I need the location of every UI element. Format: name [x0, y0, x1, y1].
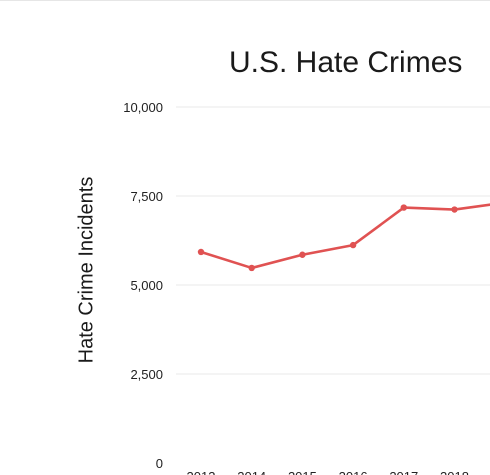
data-point — [349, 241, 357, 249]
data-point — [197, 248, 205, 256]
y-tick-label: 0 — [156, 456, 163, 471]
series-line — [199, 203, 490, 270]
y-tick-labels: 0 2,500 5,000 7,500 10,000 — [123, 100, 163, 471]
y-tick-label: 10,000 — [123, 100, 163, 115]
top-divider — [0, 0, 490, 1]
x-tick-label: 2015 — [288, 469, 317, 475]
y-tick-label: 7,500 — [130, 189, 163, 204]
x-tick-label: 2014 — [237, 469, 266, 475]
x-tick-label: 2018 — [440, 469, 469, 475]
y-tick-label: 2,500 — [130, 367, 163, 382]
x-tick-labels: 2013201420152016201720182019 — [187, 469, 469, 475]
data-point — [400, 204, 407, 211]
x-tick-label: 2017 — [389, 469, 418, 475]
data-point — [248, 264, 255, 272]
gridlines — [176, 106, 490, 375]
y-tick-label: 5,000 — [130, 278, 163, 293]
x-tick-label: 2016 — [339, 469, 368, 475]
data-point — [451, 206, 458, 213]
x-tick-label: 2013 — [187, 469, 216, 475]
chart-title: U.S. Hate Crimes — [229, 46, 463, 79]
series-group — [197, 203, 490, 272]
data-point — [299, 251, 306, 258]
